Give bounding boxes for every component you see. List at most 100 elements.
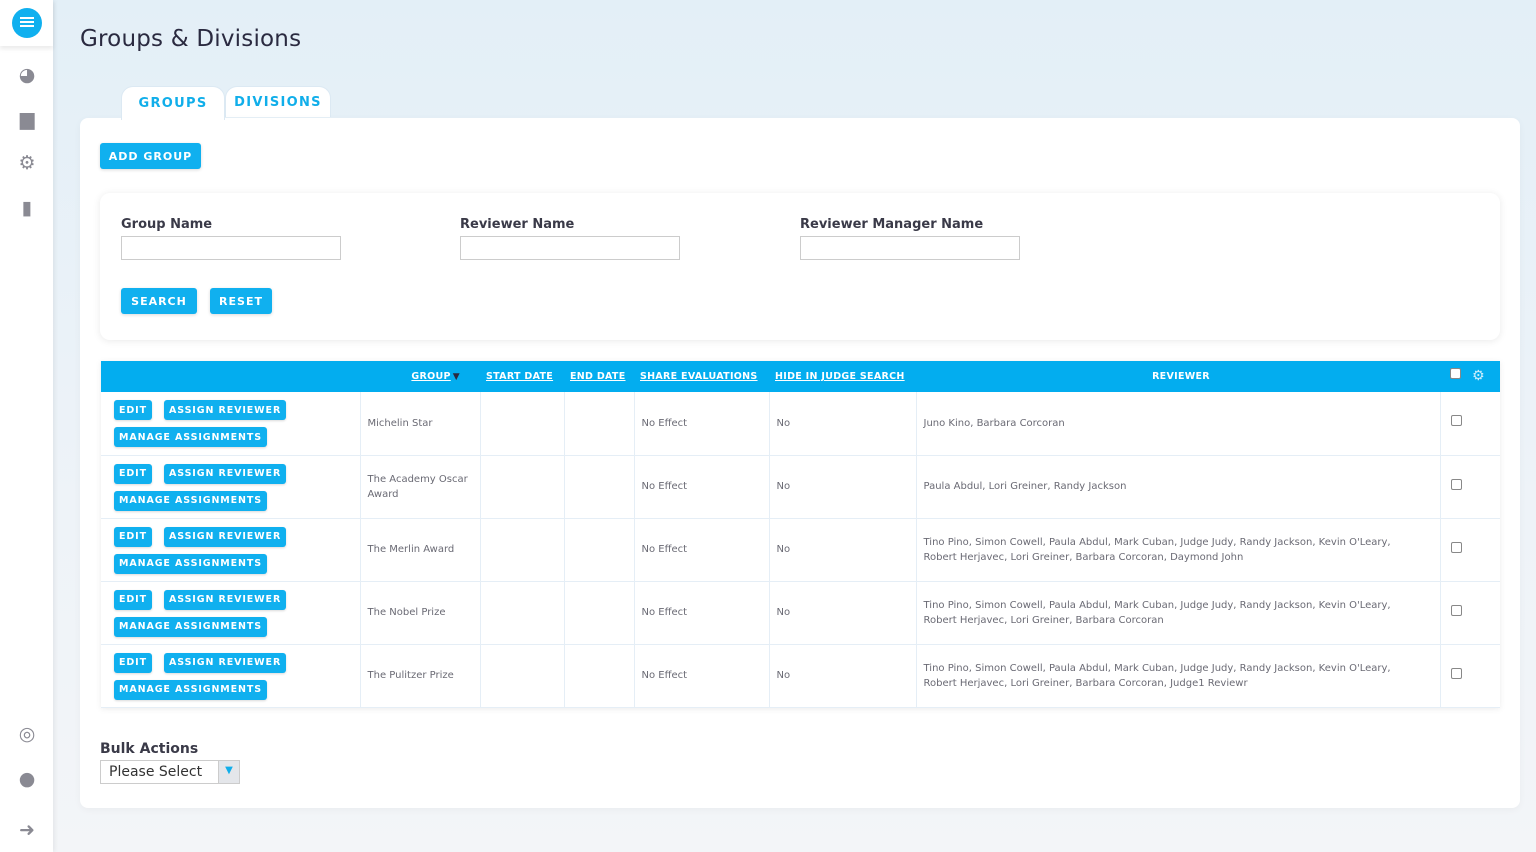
share-evaluations-cell: No Effect: [634, 455, 770, 519]
gear-icon[interactable]: ⚙: [1472, 368, 1485, 384]
reviewer-name-label: Reviewer Name: [460, 217, 575, 232]
edit-button[interactable]: EDIT: [114, 400, 152, 420]
start-date-cell: [480, 644, 565, 708]
hide-in-judge-search-cell: No: [769, 644, 917, 708]
row-checkbox[interactable]: [1450, 415, 1462, 427]
manage-assignments-button[interactable]: MANAGE ASSIGNMENTS: [114, 490, 268, 511]
group-header[interactable]: GROUP ▼: [360, 361, 480, 392]
row-select-cell: [1440, 392, 1500, 456]
gear-icon[interactable]: ⚙: [18, 152, 36, 174]
share-evaluations-cell: No Effect: [634, 392, 770, 456]
reset-button[interactable]: RESET: [210, 288, 272, 314]
search-button[interactable]: SEARCH: [121, 288, 197, 314]
reviewer-name-input[interactable]: [460, 236, 680, 260]
group-cell: The Academy Oscar Award: [360, 455, 481, 519]
group-cell: Michelin Star: [360, 392, 481, 456]
assign-reviewer-button[interactable]: ASSIGN REVIEWER: [164, 400, 287, 420]
logo[interactable]: [0, 0, 53, 46]
row-checkbox[interactable]: [1450, 478, 1462, 490]
sidebar: ◕ ▆ ⚙ ▮ ◎ ● ➜: [0, 0, 53, 852]
end-date-cell: [564, 392, 635, 456]
end-date-cell: [564, 455, 635, 519]
bulk-actions-value: Please Select: [109, 764, 203, 780]
hide-in-judge-search-cell: No: [769, 455, 917, 519]
manage-assignments-button[interactable]: MANAGE ASSIGNMENTS: [114, 553, 268, 574]
actions-header: [101, 361, 360, 392]
row-checkbox[interactable]: [1450, 541, 1462, 553]
group-cell: The Nobel Prize: [360, 581, 481, 645]
share-evaluations-cell: No Effect: [634, 581, 770, 645]
reviewer-cell: Paula Abdul, Lori Greiner, Randy Jackson: [916, 455, 1441, 519]
start-date-header[interactable]: START DATE: [480, 361, 564, 392]
row-actions: EDIT ASSIGN REVIEWER MANAGE ASSIGNMENTS: [101, 644, 361, 708]
logout-icon[interactable]: ➜: [19, 819, 35, 841]
table-row: EDIT ASSIGN REVIEWER MANAGE ASSIGNMENTS …: [101, 518, 1500, 582]
assign-reviewer-button[interactable]: ASSIGN REVIEWER: [164, 589, 287, 610]
reviewer-cell: Tino Pino, Simon Cowell, Paula Abdul, Ma…: [916, 644, 1441, 708]
manage-assignments-button[interactable]: MANAGE ASSIGNMENTS: [114, 427, 268, 447]
reviewer-cell: Juno Kino, Barbara Corcoran: [916, 392, 1441, 456]
calendar-icon[interactable]: ▆: [19, 108, 35, 130]
clipboard-icon[interactable]: ▮: [21, 197, 33, 219]
reviewer-header: REVIEWER: [916, 361, 1440, 392]
add-group-button[interactable]: ADD GROUP: [100, 143, 201, 169]
table-header: GROUP ▼ START DATE END DATE SHARE EVALUAT…: [101, 361, 1500, 392]
bulk-actions-label: Bulk Actions: [100, 741, 199, 757]
reviewer-manager-label: Reviewer Manager Name: [800, 217, 984, 232]
row-actions: EDIT ASSIGN REVIEWER MANAGE ASSIGNMENTS: [101, 581, 361, 645]
share-evaluations-cell: No Effect: [634, 518, 770, 582]
assign-reviewer-button[interactable]: ASSIGN REVIEWER: [164, 652, 287, 673]
assign-reviewer-button[interactable]: ASSIGN REVIEWER: [164, 526, 287, 547]
group-name-label: Group Name: [121, 217, 213, 232]
hide-in-judge-search-header[interactable]: HIDE IN JUDGE SEARCH: [769, 361, 916, 392]
manage-assignments-button[interactable]: MANAGE ASSIGNMENTS: [114, 616, 268, 637]
end-date-cell: [564, 581, 635, 645]
row-select-cell: [1440, 518, 1500, 582]
row-actions: EDIT ASSIGN REVIEWER MANAGE ASSIGNMENTS: [101, 518, 361, 582]
assign-reviewer-button[interactable]: ASSIGN REVIEWER: [164, 463, 287, 484]
end-date-header[interactable]: END DATE: [564, 361, 634, 392]
start-date-cell: [480, 518, 565, 582]
reviewer-manager-input[interactable]: [800, 236, 1020, 260]
manage-assignments-button[interactable]: MANAGE ASSIGNMENTS: [114, 679, 268, 700]
group-cell: The Merlin Award: [360, 518, 481, 582]
dashboard-gauge-icon[interactable]: ◕: [18, 64, 36, 86]
select-all-checkbox[interactable]: [1450, 368, 1461, 379]
edit-button[interactable]: EDIT: [114, 463, 152, 484]
row-select-cell: [1440, 581, 1500, 645]
tab-groups[interactable]: GROUPS: [121, 86, 225, 120]
edit-button[interactable]: EDIT: [114, 526, 152, 547]
start-date-cell: [480, 392, 565, 456]
row-select-cell: [1440, 644, 1500, 708]
table-row: EDIT ASSIGN REVIEWER MANAGE ASSIGNMENTS …: [101, 455, 1500, 519]
select-header: ⚙: [1440, 361, 1500, 392]
end-date-cell: [564, 644, 635, 708]
table-row: EDIT ASSIGN REVIEWER MANAGE ASSIGNMENTS …: [101, 644, 1500, 708]
dropdown-arrow-icon: ▼: [218, 761, 239, 783]
tab-divisions[interactable]: DIVISIONS: [225, 86, 331, 117]
end-date-cell: [564, 518, 635, 582]
group-cell: The Pulitzer Prize: [360, 644, 481, 708]
table-row: EDIT ASSIGN REVIEWER MANAGE ASSIGNMENTS …: [101, 392, 1500, 456]
share-evaluations-header[interactable]: SHARE EVALUATIONS: [634, 361, 769, 392]
logo-icon: [11, 8, 42, 38]
user-icon[interactable]: ●: [18, 768, 36, 790]
bulk-actions-select[interactable]: Please Select ▼: [100, 760, 240, 784]
search-panel: Group Name Reviewer Name Reviewer Manage…: [100, 193, 1500, 340]
group-header-label: GROUP: [411, 371, 451, 382]
row-checkbox[interactable]: [1450, 667, 1462, 679]
edit-button[interactable]: EDIT: [114, 652, 152, 673]
hide-in-judge-search-cell: No: [769, 581, 917, 645]
share-evaluations-cell: No Effect: [634, 644, 770, 708]
hide-in-judge-search-cell: No: [769, 518, 917, 582]
group-name-input[interactable]: [121, 236, 341, 260]
support-icon[interactable]: ◎: [18, 723, 36, 745]
start-date-cell: [480, 455, 565, 519]
groups-table: GROUP ▼ START DATE END DATE SHARE EVALUAT…: [101, 361, 1500, 708]
hide-in-judge-search-cell: No: [769, 392, 917, 456]
row-checkbox[interactable]: [1450, 604, 1462, 616]
sort-desc-icon: ▼: [452, 372, 460, 382]
row-actions: EDIT ASSIGN REVIEWER MANAGE ASSIGNMENTS: [101, 392, 361, 456]
page-title: Groups & Divisions: [80, 26, 302, 52]
edit-button[interactable]: EDIT: [114, 589, 152, 610]
